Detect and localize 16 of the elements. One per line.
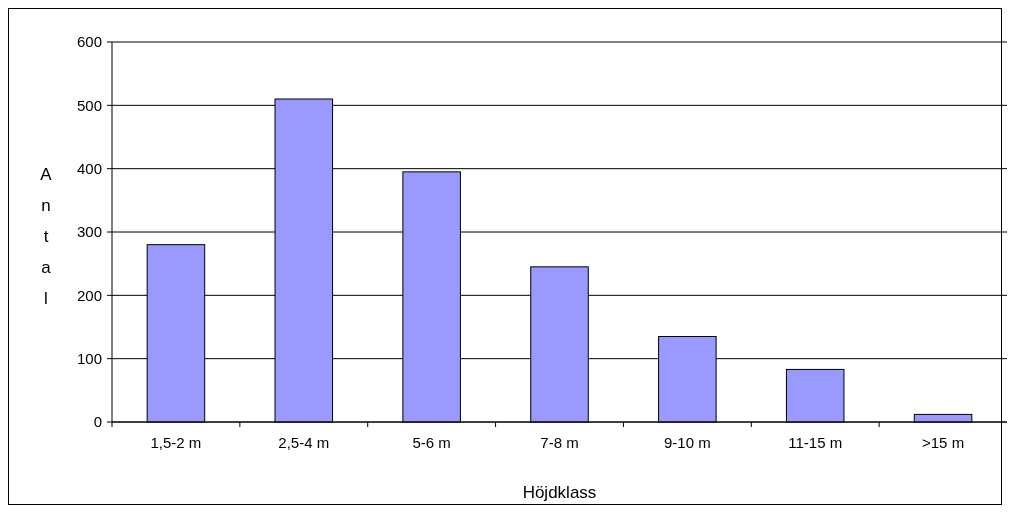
x-tick-label: >15 m <box>922 434 965 451</box>
x-tick-label: 7-8 m <box>540 434 579 451</box>
y-tick-label: 300 <box>76 223 102 241</box>
y-tick-label: 0 <box>93 413 102 431</box>
y-tick-label: 100 <box>76 349 102 367</box>
y-tick-label: 200 <box>76 286 102 304</box>
y-tick-label: 500 <box>76 96 102 114</box>
x-tick-label: 1,5-2 m <box>150 434 202 451</box>
x-axis-title: Höjdklass <box>522 483 597 502</box>
x-tick-label: 2,5-4 m <box>278 434 330 451</box>
y-axis-title: Antal <box>40 165 53 308</box>
x-tick-label: 11-15 m <box>788 434 843 451</box>
y-tick-label: 600 <box>76 33 102 51</box>
x-tick-label: 9-10 m <box>664 434 711 451</box>
x-tick-label: 5-6 m <box>412 434 451 451</box>
y-tick-label: 400 <box>76 159 102 177</box>
